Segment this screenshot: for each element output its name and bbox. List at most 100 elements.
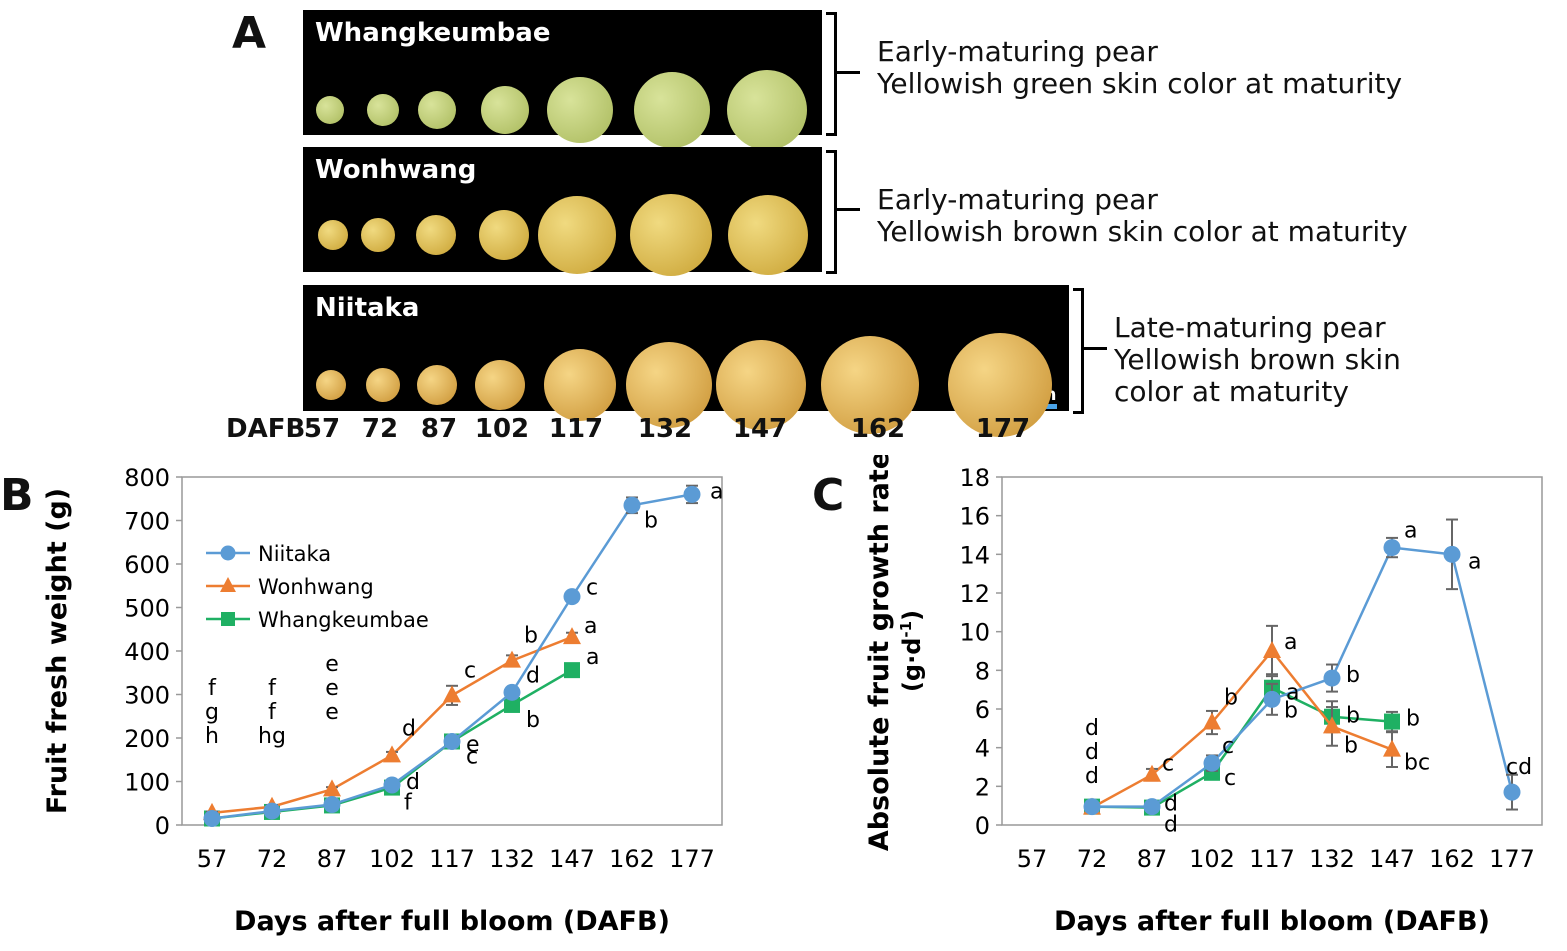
significance-letter: hg	[258, 724, 286, 749]
dafb-value: 177	[975, 414, 1031, 444]
data-point-niitaka	[1443, 545, 1461, 563]
significance-letter: d	[406, 770, 420, 795]
pear-fruit	[727, 70, 807, 150]
significance-letter: b	[1346, 663, 1360, 688]
pear-fruit	[475, 360, 525, 410]
data-point-wonhwang	[563, 627, 581, 645]
y-tick-label: 400	[124, 638, 170, 666]
x-tick-label: 72	[1077, 845, 1108, 873]
data-point-niitaka	[1203, 754, 1221, 772]
bracket-niitaka	[1073, 288, 1084, 414]
significance-letter: a	[710, 479, 723, 504]
x-tick-label: 102	[1189, 845, 1235, 873]
y-tick-label: 500	[124, 595, 170, 623]
data-point-niitaka	[1383, 539, 1401, 557]
significance-letter: b	[526, 708, 540, 733]
x-tick-label: 87	[1137, 845, 1168, 873]
panel-c-letter: C	[812, 470, 845, 521]
y-tick-label: 4	[975, 735, 990, 763]
desc-line: Early-maturing pear	[877, 35, 1158, 68]
significance-letter: c	[1224, 766, 1236, 791]
pear-fruit	[481, 86, 529, 134]
significance-letter: e	[325, 652, 339, 677]
legend-marker	[221, 612, 235, 626]
y-axis-label: Absolute fruit growth rate	[864, 455, 895, 851]
data-point-whangkeumbae	[1384, 713, 1400, 730]
pear-fruit	[318, 220, 348, 250]
data-point-wonhwang	[503, 650, 521, 668]
desc-whangkeumbae: Early-maturing pear Yellowish green skin…	[877, 36, 1402, 100]
significance-letter: d	[1085, 740, 1099, 765]
strip-title: Niitaka	[315, 293, 420, 323]
pear-fruit	[367, 94, 399, 126]
x-tick-label: 102	[369, 845, 415, 873]
desc-line: Yellowish brown skin color at maturity	[877, 215, 1408, 248]
pear-fruit	[821, 336, 919, 434]
dafb-value: 72	[361, 414, 399, 444]
dafb-label: DAFB	[226, 414, 306, 444]
significance-letter: d	[402, 716, 416, 741]
dafb-value: 132	[637, 414, 693, 444]
significance-letter: c	[1162, 752, 1174, 777]
significance-letter: d	[1085, 716, 1099, 741]
significance-letter: b	[524, 624, 538, 649]
legend-label: Whangkeumbae	[258, 608, 429, 632]
significance-letter: e	[466, 732, 480, 757]
significance-letter: f	[268, 700, 277, 725]
significance-letter: a	[1468, 549, 1481, 574]
x-tick-label: 177	[669, 845, 715, 873]
data-point-wonhwang	[443, 685, 461, 703]
x-tick-label: 87	[317, 845, 348, 873]
x-tick-label: 117	[429, 845, 475, 873]
data-point-niitaka	[443, 732, 461, 750]
strip-title: Wonhwang	[315, 155, 477, 185]
data-point-niitaka	[383, 776, 401, 794]
data-point-wonhwang	[1203, 712, 1221, 730]
significance-letter: c	[464, 658, 476, 683]
y-tick-label: 0	[975, 812, 990, 840]
significance-letter: b	[1284, 698, 1298, 723]
y-axis-unit: (g·d-1)	[897, 610, 926, 692]
data-point-wonhwang	[1323, 716, 1341, 734]
significance-letter: c	[466, 744, 478, 769]
plot-frame	[181, 476, 723, 826]
significance-letter: b	[1344, 733, 1358, 758]
x-axis-label: Days after full bloom (DAFB)	[1054, 906, 1490, 937]
significance-letter: cd	[1506, 755, 1532, 780]
significance-letter: g	[205, 700, 219, 725]
y-tick-label: 100	[124, 769, 170, 797]
desc-line: Late-maturing pear	[1114, 311, 1386, 344]
data-point-wonhwang	[323, 779, 341, 797]
data-point-wonhwang	[1383, 739, 1401, 757]
significance-letter: a	[1286, 681, 1299, 706]
y-tick-label: 200	[124, 725, 170, 753]
dafb-value: 117	[548, 414, 604, 444]
y-tick-label: 0	[155, 812, 170, 840]
data-point-wonhwang	[1143, 764, 1161, 782]
significance-letter: c	[1222, 734, 1234, 759]
pear-fruit	[316, 96, 344, 124]
legend-label: Niitaka	[258, 542, 331, 566]
pear-fruit	[418, 91, 456, 129]
y-axis-label: Fruit fresh weight (g)	[42, 488, 73, 814]
pear-fruit	[479, 210, 529, 260]
y-tick-label: 6	[975, 696, 990, 724]
significance-letter: e	[325, 700, 339, 725]
significance-letter: a	[586, 645, 599, 670]
data-point-niitaka	[203, 809, 221, 827]
significance-letter: b	[1406, 707, 1420, 732]
data-point-niitaka	[563, 588, 581, 606]
pear-fruit	[716, 340, 806, 430]
pear-fruit	[417, 365, 457, 405]
x-tick-label: 117	[1249, 845, 1295, 873]
desc-line: Yellowish green skin color at maturity	[877, 67, 1403, 100]
significance-letter: d	[1164, 792, 1178, 817]
x-tick-label: 72	[257, 845, 288, 873]
y-tick-label: 2	[975, 773, 990, 801]
y-tick-label: 18	[959, 464, 990, 492]
pear-fruit	[948, 333, 1052, 437]
panel-b-letter: B	[0, 470, 34, 521]
data-point-niitaka	[1503, 783, 1521, 801]
pear-fruit	[547, 77, 613, 143]
series-line-wonhwang	[1091, 649, 1393, 809]
